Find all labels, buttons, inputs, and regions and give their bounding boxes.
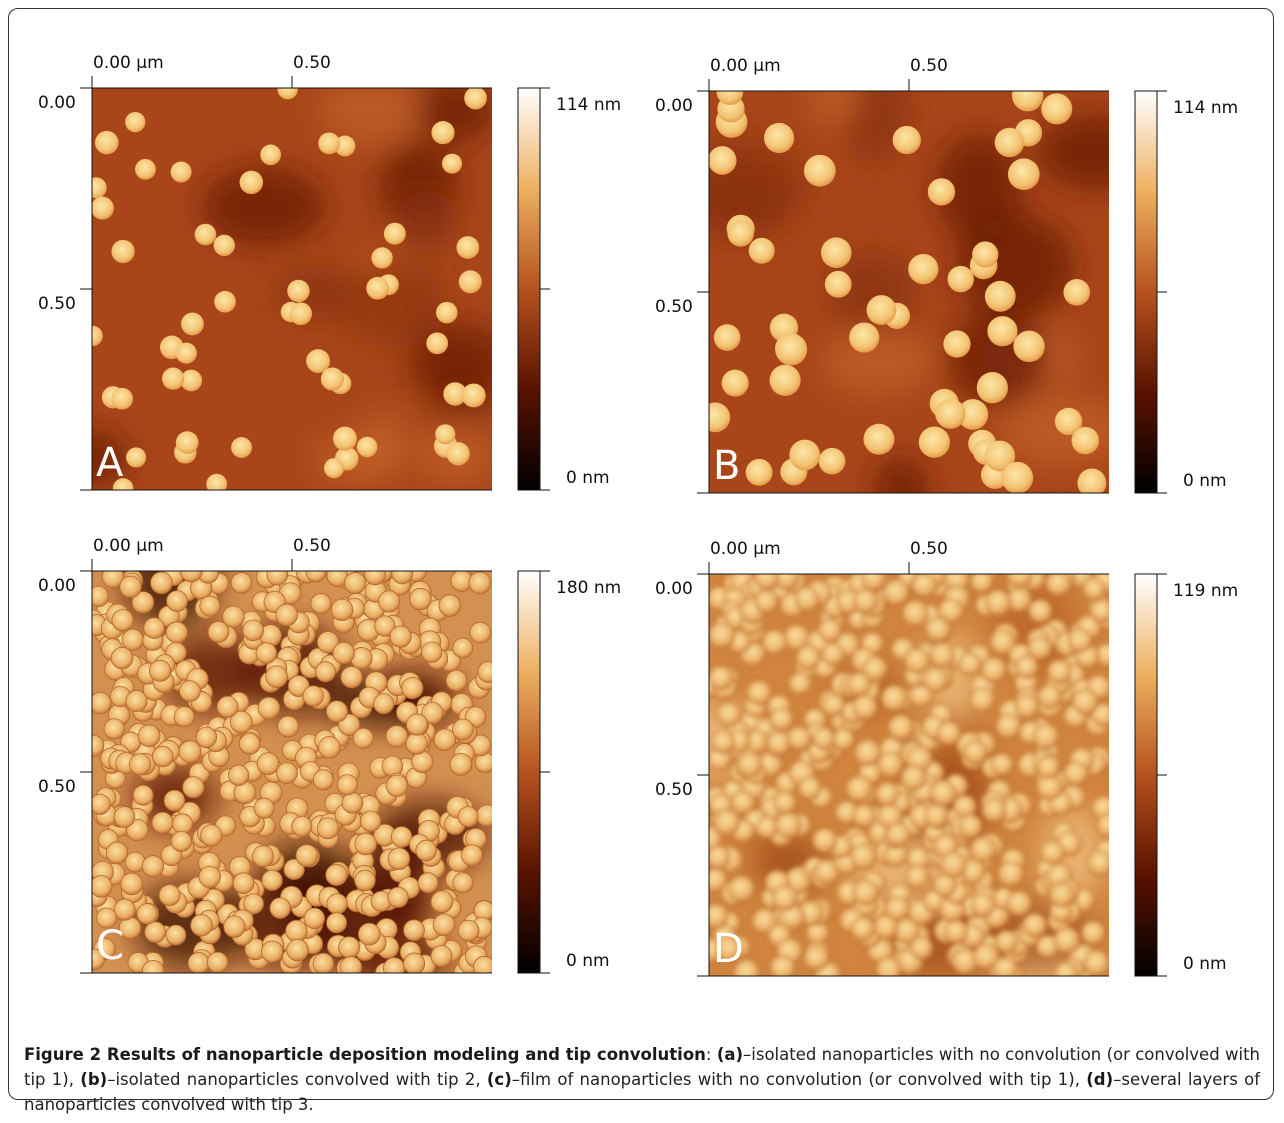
- caption-title: Figure 2 Results of nanoparticle deposit…: [24, 1045, 706, 1064]
- page: 0.00 µm0.500.000.50A114 nm0 nm0.00 µm0.5…: [0, 0, 1284, 1123]
- caption-label: (a): [717, 1045, 743, 1064]
- caption-text: –isolated nanoparticles convolved with t…: [107, 1070, 487, 1089]
- figure-frame: [8, 8, 1274, 1100]
- caption-label: (d): [1086, 1070, 1113, 1089]
- caption: Figure 2 Results of nanoparticle deposit…: [24, 1042, 1260, 1117]
- caption-label: (c): [487, 1070, 512, 1089]
- caption-text: –film of nanoparticles with no convoluti…: [512, 1070, 1086, 1089]
- caption-punct: :: [706, 1045, 717, 1064]
- caption-label: (b): [80, 1070, 107, 1089]
